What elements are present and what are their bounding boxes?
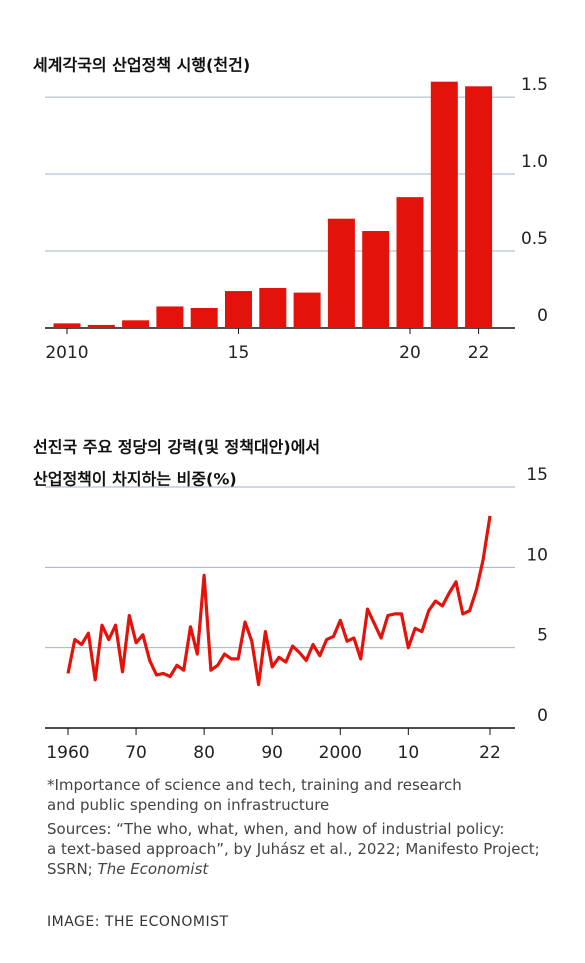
bar [396, 197, 424, 328]
footnote-line: and public spending on infrastructure [47, 796, 330, 814]
x-tick-label: 80 [193, 743, 215, 763]
bar [156, 306, 184, 328]
x-tick-label: 15 [228, 343, 250, 363]
chart-title: 선진국 주요 정당의 강력(및 정책대안)에서 [33, 438, 320, 457]
y-tick-label: 1.0 [521, 152, 548, 172]
x-tick-label: 90 [261, 743, 283, 763]
x-tick-label: 20 [399, 343, 421, 363]
bar [122, 320, 150, 328]
bar [430, 81, 458, 329]
bar [225, 291, 252, 328]
bar [53, 323, 81, 328]
x-tick-label: 70 [125, 743, 147, 763]
y-tick-label: 10 [526, 545, 548, 565]
chart-title: 세계각국의 산업정책 시행(천건) [33, 56, 250, 75]
y-tick-label: 0 [537, 706, 548, 726]
bar [293, 292, 321, 328]
source-italic: The Economist [97, 860, 209, 878]
y-tick-label: 0 [537, 306, 548, 326]
x-tick-label: 22 [468, 343, 490, 363]
bar [327, 218, 355, 328]
y-tick-label: 15 [526, 465, 548, 485]
bar [190, 307, 218, 328]
bar [362, 231, 390, 328]
source-line: Sources: “The who, what, when, and how o… [47, 820, 505, 838]
y-tick-label: 5 [537, 626, 548, 646]
source-line: SSRN; The Economist [47, 859, 567, 879]
x-tick-label: 2010 [45, 343, 88, 363]
bar [465, 86, 493, 328]
bar [87, 324, 115, 328]
source-text: SSRN; [47, 860, 93, 878]
credit: IMAGE: THE ECONOMIST [47, 914, 229, 930]
x-tick-label: 22 [479, 743, 501, 763]
source-line: a text-based approach”, by Juhász et al.… [47, 840, 540, 858]
x-tick-label: 10 [398, 743, 420, 763]
chart-title: 산업정책이 차지하는 비중(%) [33, 470, 237, 489]
y-tick-label: 0.5 [521, 229, 548, 249]
footer: *Importance of science and tech, trainin… [47, 775, 567, 879]
x-tick-label: 1960 [46, 743, 89, 763]
data-line [66, 515, 492, 687]
y-tick-label: 1.5 [521, 75, 548, 95]
bar [259, 287, 287, 328]
x-tick-label: 2000 [319, 743, 362, 763]
footnote-line: *Importance of science and tech, trainin… [47, 776, 462, 794]
